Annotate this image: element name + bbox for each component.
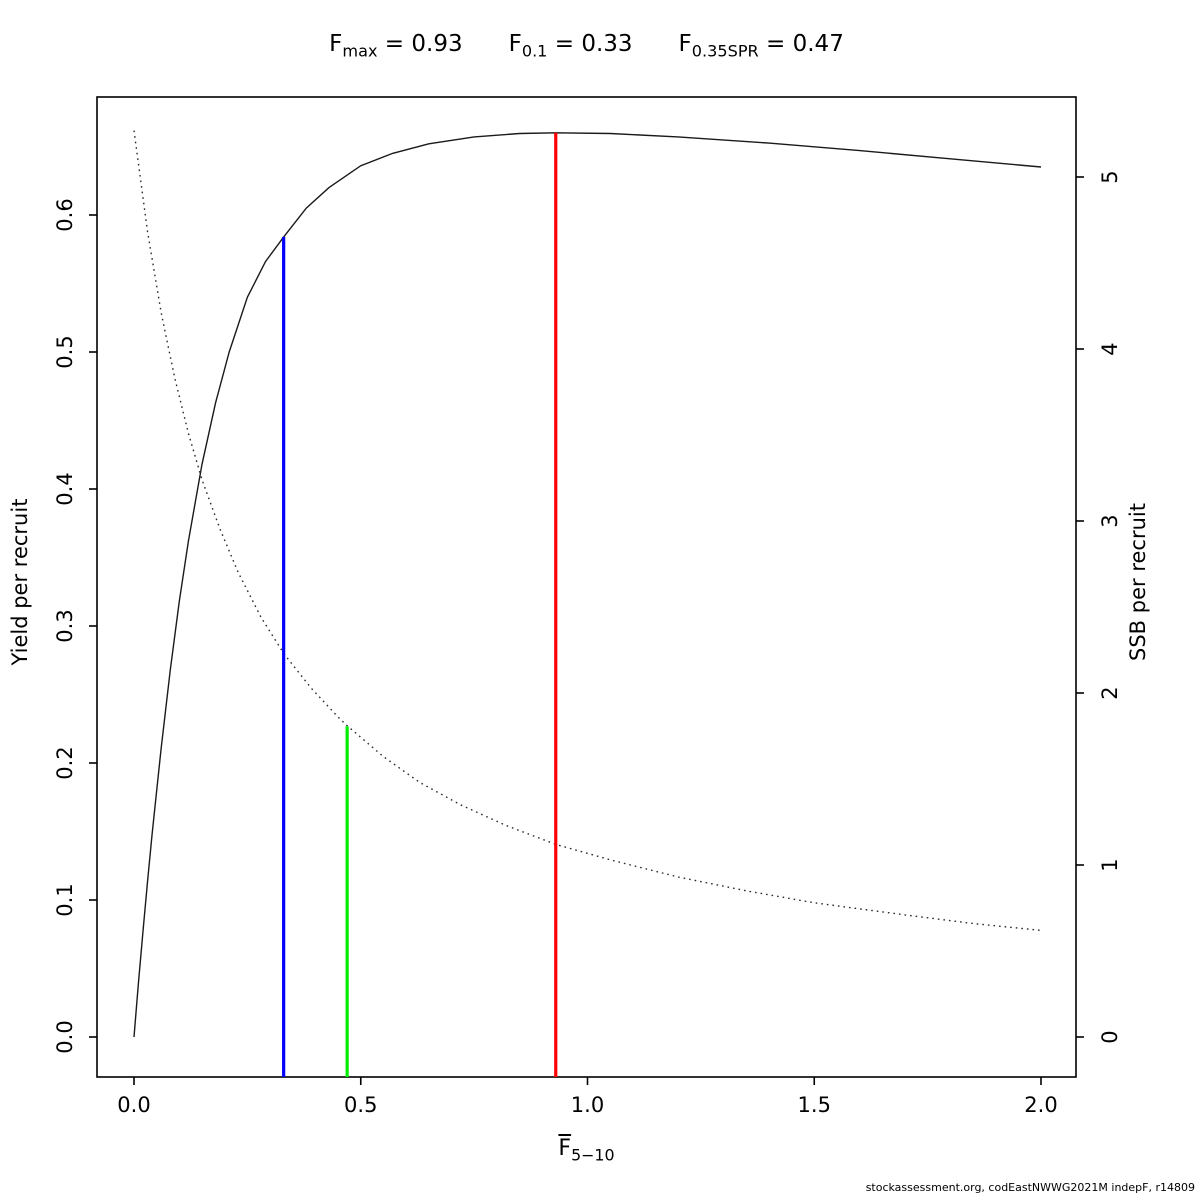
x-axis-label: F5−10 [558,1136,615,1165]
y-left-tick-label: 0.1 [53,883,77,917]
x-tick-label: 1.5 [797,1093,831,1117]
footer-credit: stockassessment.org, codEastNWWG2021M in… [865,1181,1195,1194]
y-left-tick-label: 0.5 [53,335,77,369]
y-right-axis-label: SSB per recruit [1126,503,1150,661]
curve-ssb-per-recruit [133,130,1042,932]
y-right-tick-label: 3 [1098,514,1122,528]
y-left-tick-label: 0.0 [53,1020,77,1054]
x-tick-label: 0.0 [117,1093,151,1117]
y-right-tick-label: 0 [1098,1030,1122,1044]
y-right-tick-label: 2 [1098,686,1122,700]
y-right-tick-label: 5 [1098,170,1122,184]
y-right-tick-label: 4 [1098,342,1122,356]
curve-yield-per-recruit [133,132,1042,1038]
y-left-axis-label: Yield per recruit [8,498,32,666]
plot-box [96,96,1077,1078]
x-tick-label: 2.0 [1024,1093,1058,1117]
plot-title: Fmax = 0.93 F0.1 = 0.33 F0.35SPR = 0.47 [97,26,1076,66]
title-f035spr: F0.35SPR = 0.47 [678,31,844,61]
title-fmax: Fmax = 0.93 [329,31,463,61]
x-tick-label: 1.0 [570,1093,605,1117]
title-f01: F0.1 = 0.33 [508,31,633,61]
y-left-tick-label: 0.4 [53,472,77,506]
x-tick-label: 0.5 [344,1093,378,1117]
y-left-tick-label: 0.3 [53,609,77,643]
y-left-tick-label: 0.2 [53,746,77,780]
y-left-tick-label: 0.6 [53,198,77,232]
y-right-tick-label: 1 [1098,858,1122,872]
